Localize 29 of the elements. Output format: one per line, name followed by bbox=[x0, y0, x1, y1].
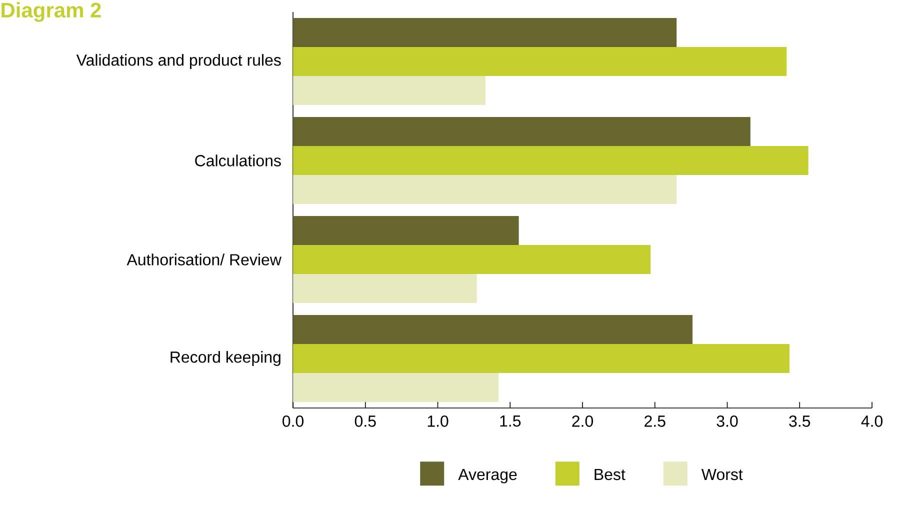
bar bbox=[293, 314, 693, 344]
text: Diagram 2 bbox=[2, 2, 101, 22]
x-tick-label: 0.0 bbox=[282, 416, 304, 427]
x-tick-label: 2.5 bbox=[644, 416, 666, 427]
bar bbox=[293, 116, 750, 146]
legend-label: Average bbox=[458, 468, 517, 484]
x-tick-label: 1.0 bbox=[428, 416, 448, 427]
bar bbox=[293, 18, 677, 47]
bar bbox=[293, 174, 677, 204]
y-tick-label: Validations and product rules bbox=[76, 54, 281, 69]
bar bbox=[293, 274, 477, 303]
y-tick-label: Authorisation/ Review bbox=[126, 254, 282, 266]
y-tick-label: Calculations bbox=[195, 154, 281, 166]
bar bbox=[293, 46, 787, 76]
bar bbox=[293, 216, 519, 245]
bar bbox=[293, 244, 651, 274]
legend-label: Best bbox=[594, 468, 626, 480]
x-tick-label: 1.5 bbox=[500, 416, 521, 427]
bar bbox=[293, 76, 486, 105]
legend-label: Worst bbox=[701, 468, 743, 480]
bar bbox=[293, 146, 808, 175]
y-tick-label: Record keeping bbox=[170, 351, 280, 366]
x-tick-label: 0.5 bbox=[354, 416, 376, 427]
x-tick-label: 3.0 bbox=[716, 416, 738, 427]
bar bbox=[293, 372, 499, 402]
x-tick-label: 2.0 bbox=[572, 416, 594, 427]
bar bbox=[293, 344, 790, 373]
x-tick-label: 3.5 bbox=[789, 416, 810, 427]
x-tick-label: 4.0 bbox=[861, 416, 883, 427]
